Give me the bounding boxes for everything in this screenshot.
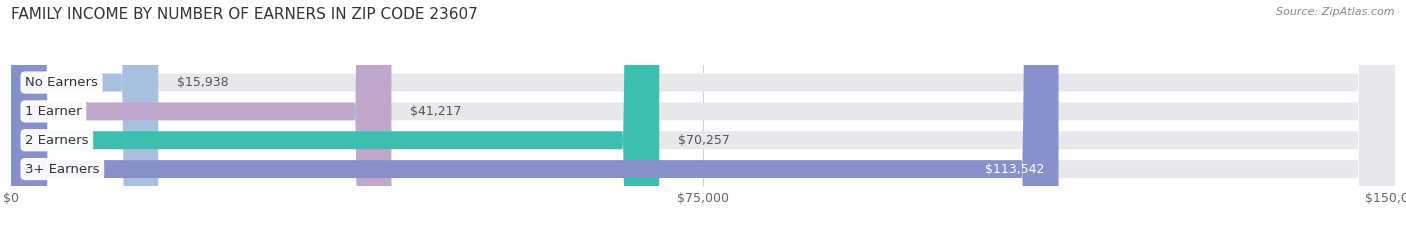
FancyBboxPatch shape: [11, 0, 1395, 233]
Text: 3+ Earners: 3+ Earners: [25, 163, 100, 176]
FancyBboxPatch shape: [11, 0, 159, 233]
Text: $41,217: $41,217: [411, 105, 461, 118]
FancyBboxPatch shape: [11, 0, 659, 233]
Text: $15,938: $15,938: [177, 76, 228, 89]
FancyBboxPatch shape: [11, 0, 391, 233]
Text: $70,257: $70,257: [678, 134, 730, 147]
Text: FAMILY INCOME BY NUMBER OF EARNERS IN ZIP CODE 23607: FAMILY INCOME BY NUMBER OF EARNERS IN ZI…: [11, 7, 478, 22]
Text: 1 Earner: 1 Earner: [25, 105, 82, 118]
FancyBboxPatch shape: [11, 0, 1059, 233]
Text: Source: ZipAtlas.com: Source: ZipAtlas.com: [1277, 7, 1395, 17]
Text: $113,542: $113,542: [986, 163, 1045, 176]
Text: 2 Earners: 2 Earners: [25, 134, 89, 147]
FancyBboxPatch shape: [11, 0, 1395, 233]
Text: No Earners: No Earners: [25, 76, 98, 89]
FancyBboxPatch shape: [11, 0, 1395, 233]
FancyBboxPatch shape: [11, 0, 1395, 233]
